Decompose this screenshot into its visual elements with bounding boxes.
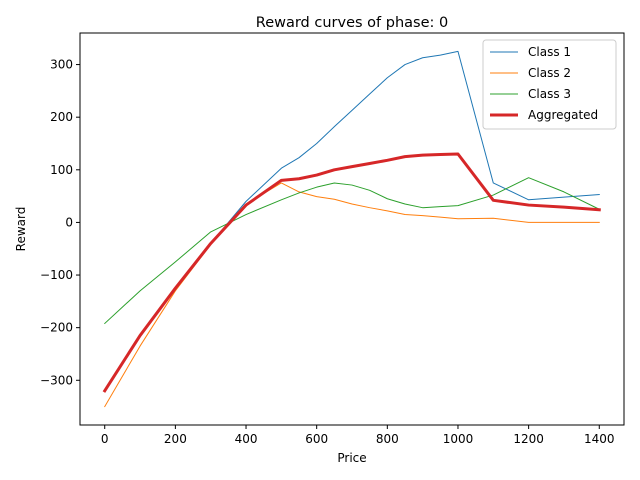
y-axis-title: Reward [14, 207, 28, 252]
y-tick-label: 100 [50, 163, 73, 177]
y-tick-label: 0 [65, 215, 73, 229]
x-tick-label: 600 [305, 432, 328, 446]
legend-label-4: Aggregated [528, 108, 598, 122]
series-layer [102, 50, 601, 408]
chart-title: Reward curves of phase: 0 [256, 15, 448, 31]
y-tick-label: 200 [50, 110, 73, 124]
x-tick-label: 200 [164, 432, 187, 446]
y-tick-label: −200 [40, 321, 73, 335]
legend-label-2: Class 2 [528, 66, 571, 80]
y-tick-label: −100 [40, 268, 73, 282]
legend-label-3: Class 3 [528, 87, 571, 101]
x-tick-label: 400 [235, 432, 258, 446]
x-tick-label: 0 [101, 432, 109, 446]
x-tick-label: 1000 [443, 432, 474, 446]
plot-frame [79, 32, 625, 426]
y-tick-label: −300 [40, 373, 73, 387]
x-tick-label: 1200 [513, 432, 544, 446]
legend: Class 1 Class 2 Class 3 Aggregated [482, 39, 617, 130]
legend-label-1: Class 1 [528, 45, 571, 59]
series-line-3 [104, 177, 600, 325]
x-tick-label: 800 [376, 432, 399, 446]
x-axis-title: Price [337, 451, 366, 465]
y-axis-ticks: −300 −200 −100 0 100 200 300 [40, 58, 80, 387]
legend-box [482, 39, 617, 130]
series-line-4 [102, 152, 601, 393]
y-tick-label: 300 [50, 58, 73, 72]
x-axis-ticks: 0 200 400 600 800 1000 1200 1400 [101, 425, 615, 446]
x-tick-label: 1400 [584, 432, 615, 446]
